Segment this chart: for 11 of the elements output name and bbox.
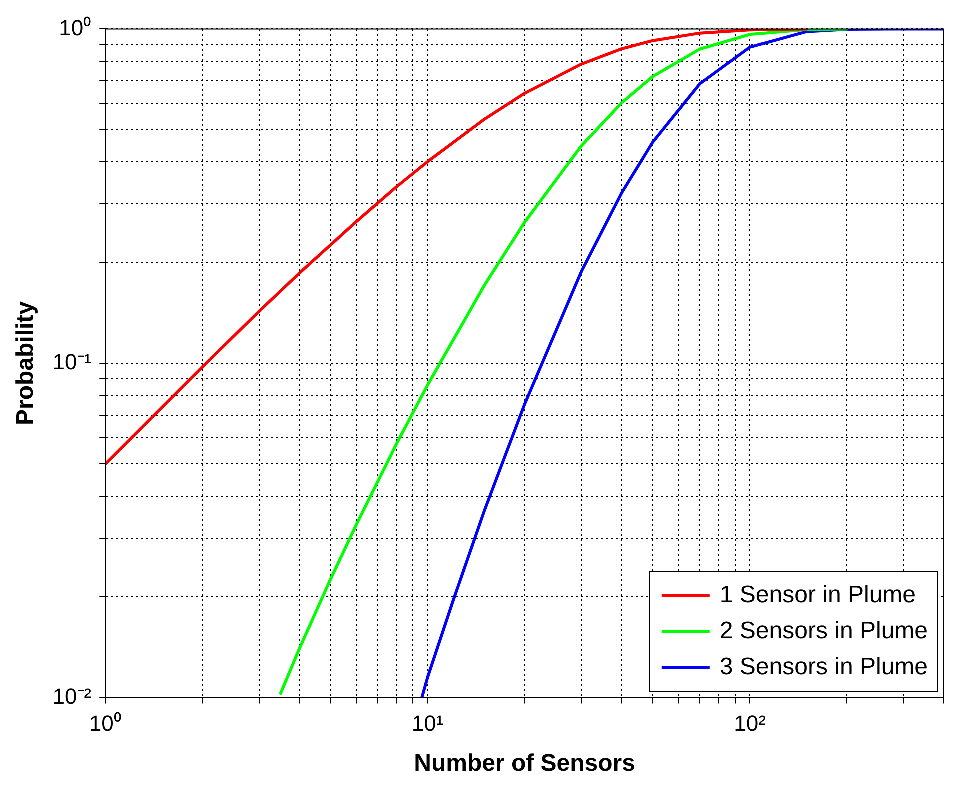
x-tick-label: 10² xyxy=(734,711,766,736)
x-axis-title: Number of Sensors xyxy=(414,750,636,778)
legend-label: 1 Sensor in Plume xyxy=(720,581,916,608)
y-tick-label: 10⁰ xyxy=(59,15,92,40)
y-axis-title: Probability xyxy=(12,300,40,426)
x-tick-label: 10¹ xyxy=(412,711,444,736)
y-tick-label: 10⁻² xyxy=(52,684,92,709)
legend-label: 2 Sensors in Plume xyxy=(720,617,928,644)
legend-label: 3 Sensors in Plume xyxy=(720,653,928,680)
y-tick-label: 10⁻¹ xyxy=(52,350,92,375)
x-tick-label: 10⁰ xyxy=(89,711,122,736)
